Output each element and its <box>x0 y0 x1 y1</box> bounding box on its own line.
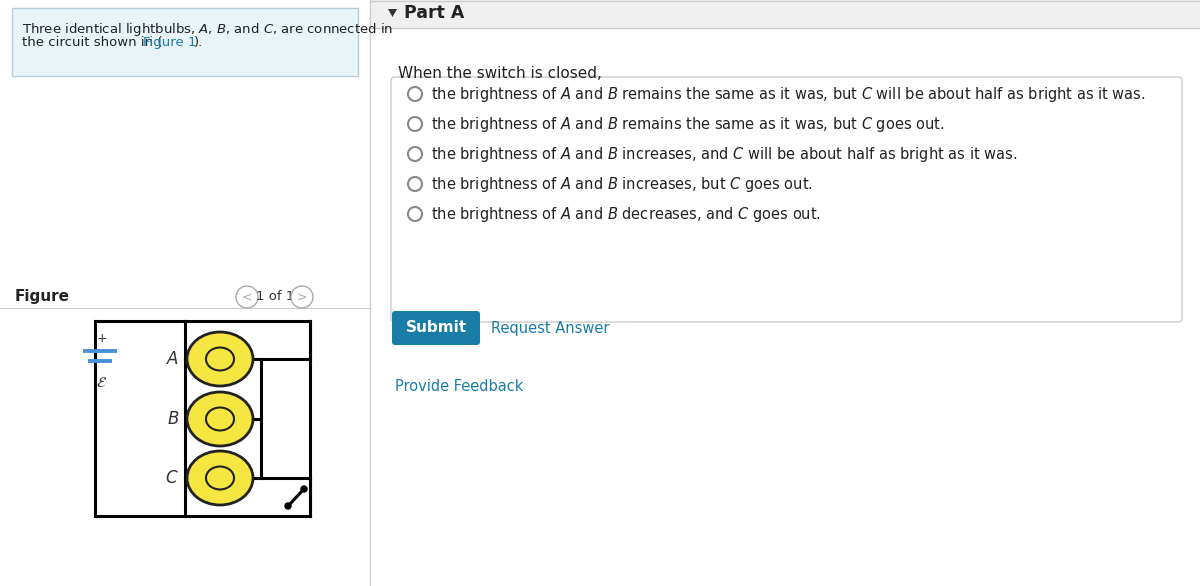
FancyBboxPatch shape <box>12 8 358 76</box>
Text: When the switch is closed,: When the switch is closed, <box>398 66 602 81</box>
Text: ).: ). <box>194 36 203 49</box>
Circle shape <box>408 177 422 191</box>
Circle shape <box>292 286 313 308</box>
Ellipse shape <box>187 332 253 386</box>
Text: Part A: Part A <box>404 4 464 22</box>
Circle shape <box>236 286 258 308</box>
Circle shape <box>408 117 422 131</box>
Text: the brightness of $\mathit{A}$ and $\mathit{B}$ increases, but $\mathit{C}$ goes: the brightness of $\mathit{A}$ and $\mat… <box>431 175 812 193</box>
Text: the brightness of $\mathit{A}$ and $\mathit{B}$ remains the same as it was, but : the brightness of $\mathit{A}$ and $\mat… <box>431 114 944 134</box>
Text: Figure 1: Figure 1 <box>143 36 197 49</box>
Text: the brightness of $\mathit{A}$ and $\mathit{B}$ remains the same as it was, but : the brightness of $\mathit{A}$ and $\mat… <box>431 84 1146 104</box>
FancyBboxPatch shape <box>370 0 1200 28</box>
Ellipse shape <box>187 451 253 505</box>
Circle shape <box>408 87 422 101</box>
Text: $\mathit{B}$: $\mathit{B}$ <box>167 410 179 428</box>
Text: Submit: Submit <box>406 321 467 336</box>
Circle shape <box>286 503 292 509</box>
FancyBboxPatch shape <box>392 311 480 345</box>
Ellipse shape <box>187 392 253 446</box>
Text: $\mathit{C}$: $\mathit{C}$ <box>166 469 179 487</box>
Polygon shape <box>388 9 397 17</box>
Text: $\mathit{A}$: $\mathit{A}$ <box>166 350 179 368</box>
Text: <: < <box>241 291 252 304</box>
Text: Figure: Figure <box>14 289 70 305</box>
Text: the brightness of $\mathit{A}$ and $\mathit{B}$ increases, and $\mathit{C}$ will: the brightness of $\mathit{A}$ and $\mat… <box>431 145 1018 163</box>
Circle shape <box>408 207 422 221</box>
Text: Request Answer: Request Answer <box>491 321 610 336</box>
Text: $\mathcal{E}$: $\mathcal{E}$ <box>96 375 108 390</box>
Text: Provide Feedback: Provide Feedback <box>395 379 523 394</box>
Text: +: + <box>97 332 107 346</box>
FancyBboxPatch shape <box>391 77 1182 322</box>
Text: Three identical lightbulbs, $\mathit{A}$, $\mathit{B}$, and $\mathit{C}$, are co: Three identical lightbulbs, $\mathit{A}$… <box>22 21 394 38</box>
Text: 1 of 1: 1 of 1 <box>256 291 294 304</box>
Text: >: > <box>296 291 307 304</box>
Circle shape <box>301 486 307 492</box>
Text: the circuit shown in (: the circuit shown in ( <box>22 36 162 49</box>
Text: the brightness of $\mathit{A}$ and $\mathit{B}$ decreases, and $\mathit{C}$ goes: the brightness of $\mathit{A}$ and $\mat… <box>431 205 821 223</box>
Circle shape <box>408 147 422 161</box>
